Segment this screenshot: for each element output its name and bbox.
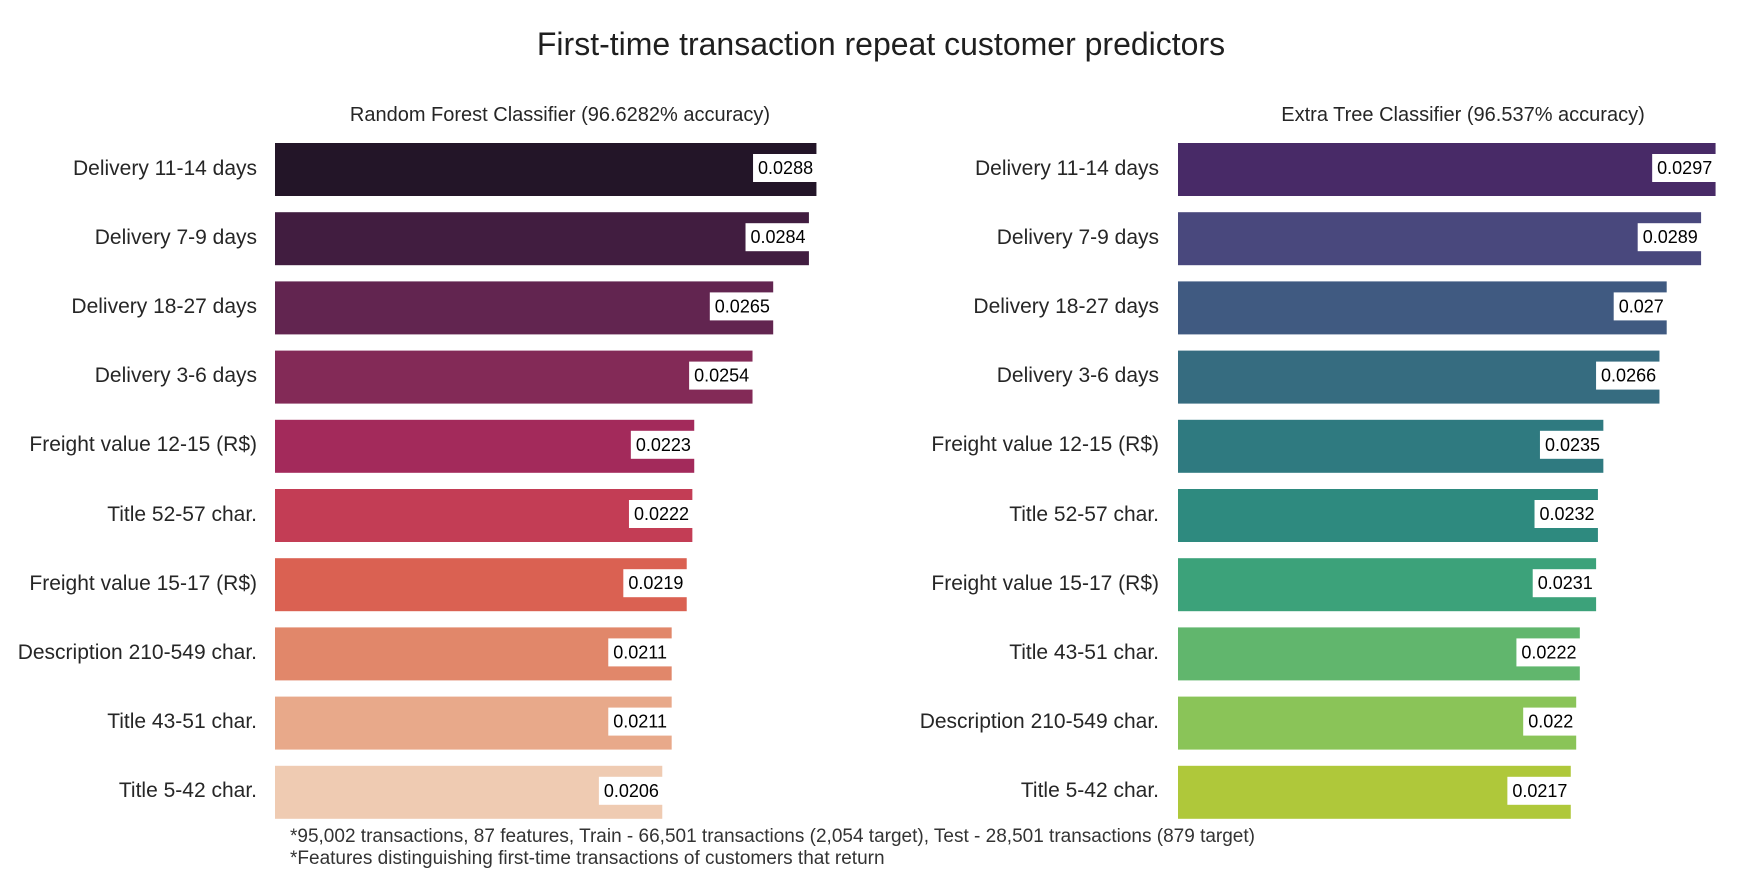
bar-extra-tree-2 — [1178, 281, 1667, 335]
value-label-random-forest-6: 0.0219 — [628, 573, 683, 593]
category-label-extra-tree-6: Freight value 15-17 (R$) — [931, 571, 1159, 595]
bar-extra-tree-5 — [1178, 489, 1598, 542]
value-label-box-random-forest-4 — [630, 430, 702, 459]
bar-extra-tree-6 — [1178, 558, 1597, 612]
category-label-extra-tree-8: Description 210-549 char. — [919, 710, 1159, 734]
value-label-box-extra-tree-4 — [1539, 430, 1611, 459]
footnote-dataset: *95,002 transactions, 87 features, Train… — [290, 826, 1255, 847]
bar-random-forest-4 — [275, 419, 695, 473]
bar-random-forest-0 — [275, 143, 817, 196]
bar-random-forest-1 — [275, 212, 809, 266]
bar-random-forest-7 — [275, 627, 672, 681]
value-label-extra-tree-5: 0.0232 — [1540, 504, 1595, 524]
value-label-box-random-forest-8 — [608, 707, 679, 736]
value-label-extra-tree-7: 0.0222 — [1521, 642, 1576, 662]
value-label-random-forest-4: 0.0223 — [636, 435, 691, 455]
category-label-extra-tree-5: Title 52-57 char. — [1009, 502, 1159, 526]
value-label-extra-tree-2: 0.027 — [1619, 296, 1664, 316]
bar-extra-tree-0 — [1178, 143, 1716, 196]
value-label-extra-tree-1: 0.0289 — [1643, 227, 1698, 247]
value-label-random-forest-9: 0.0206 — [604, 781, 659, 801]
category-label-random-forest-3: Delivery 3-6 days — [94, 364, 257, 388]
panel-title-extra-tree: Extra Tree Classifier (96.537% accuracy) — [1281, 104, 1645, 126]
value-label-random-forest-0: 0.0288 — [758, 158, 813, 178]
value-label-extra-tree-9: 0.0217 — [1512, 781, 1567, 801]
bar-random-forest-6 — [275, 558, 687, 612]
bar-random-forest-3 — [275, 350, 753, 404]
value-label-random-forest-2: 0.0265 — [715, 296, 770, 316]
category-label-extra-tree-7: Title 43-51 char. — [1009, 640, 1159, 664]
value-label-random-forest-1: 0.0284 — [751, 227, 806, 247]
category-label-random-forest-5: Title 52-57 char. — [107, 502, 257, 526]
value-label-box-random-forest-7 — [608, 638, 679, 667]
value-label-box-random-forest-2 — [709, 292, 781, 321]
category-label-extra-tree-3: Delivery 3-6 days — [996, 364, 1159, 388]
bar-extra-tree-4 — [1178, 419, 1604, 473]
bar-extra-tree-1 — [1178, 212, 1702, 266]
category-label-random-forest-9: Title 5-42 char. — [118, 779, 257, 803]
bar-random-forest-5 — [275, 489, 693, 542]
value-label-box-extra-tree-3 — [1596, 361, 1667, 390]
value-label-random-forest-3: 0.0254 — [694, 366, 749, 386]
value-label-extra-tree-0: 0.0297 — [1657, 158, 1712, 178]
category-label-extra-tree-0: Delivery 11-14 days — [974, 156, 1159, 180]
category-label-random-forest-4: Freight value 12-15 (R$) — [29, 433, 257, 457]
bar-extra-tree-3 — [1178, 350, 1660, 404]
value-label-box-extra-tree-8 — [1523, 707, 1584, 736]
bar-extra-tree-7 — [1178, 627, 1580, 681]
value-label-extra-tree-6: 0.0231 — [1538, 573, 1593, 593]
value-label-extra-tree-8: 0.022 — [1528, 712, 1573, 732]
value-label-box-random-forest-0 — [753, 154, 824, 182]
value-label-box-random-forest-9 — [598, 776, 670, 805]
value-label-box-extra-tree-7 — [1516, 638, 1587, 667]
value-label-box-extra-tree-5 — [1534, 500, 1605, 528]
value-label-extra-tree-4: 0.0235 — [1545, 435, 1600, 455]
bar-random-forest-2 — [275, 281, 774, 335]
footnote-description: *Features distinguishing first-time tran… — [290, 848, 885, 869]
value-label-random-forest-8: 0.0211 — [613, 712, 667, 732]
value-label-random-forest-5: 0.0222 — [634, 504, 689, 524]
category-label-random-forest-1: Delivery 7-9 days — [94, 225, 257, 249]
category-label-random-forest-2: Delivery 18-27 days — [71, 294, 257, 318]
value-label-box-extra-tree-9 — [1507, 776, 1578, 805]
category-label-extra-tree-9: Title 5-42 char. — [1020, 779, 1159, 803]
category-label-random-forest-8: Title 43-51 char. — [107, 710, 257, 734]
value-label-box-random-forest-1 — [745, 223, 816, 252]
category-label-extra-tree-2: Delivery 18-27 days — [973, 294, 1159, 318]
bar-extra-tree-9 — [1178, 765, 1571, 819]
value-label-box-random-forest-5 — [628, 500, 700, 528]
value-label-extra-tree-3: 0.0266 — [1601, 366, 1656, 386]
category-label-extra-tree-4: Freight value 12-15 (R$) — [931, 433, 1159, 457]
category-label-random-forest-6: Freight value 15-17 (R$) — [29, 571, 257, 595]
category-label-extra-tree-1: Delivery 7-9 days — [996, 225, 1159, 249]
chart-title: First-time transaction repeat customer p… — [536, 26, 1226, 62]
value-label-box-random-forest-6 — [623, 569, 694, 598]
value-label-random-forest-7: 0.0211 — [613, 642, 667, 662]
value-label-box-extra-tree-6 — [1532, 569, 1604, 598]
category-label-random-forest-7: Description 210-549 char. — [17, 640, 257, 664]
value-label-box-extra-tree-2 — [1613, 292, 1674, 321]
panel-title-random-forest: Random Forest Classifier (96.6282% accur… — [349, 104, 771, 126]
bar-random-forest-9 — [275, 765, 663, 819]
value-label-box-extra-tree-0 — [1652, 154, 1723, 182]
category-label-random-forest-0: Delivery 11-14 days — [72, 156, 257, 180]
value-label-box-extra-tree-1 — [1637, 223, 1709, 252]
bar-extra-tree-8 — [1178, 696, 1577, 750]
value-label-box-random-forest-3 — [689, 361, 760, 390]
bar-random-forest-8 — [275, 696, 672, 750]
